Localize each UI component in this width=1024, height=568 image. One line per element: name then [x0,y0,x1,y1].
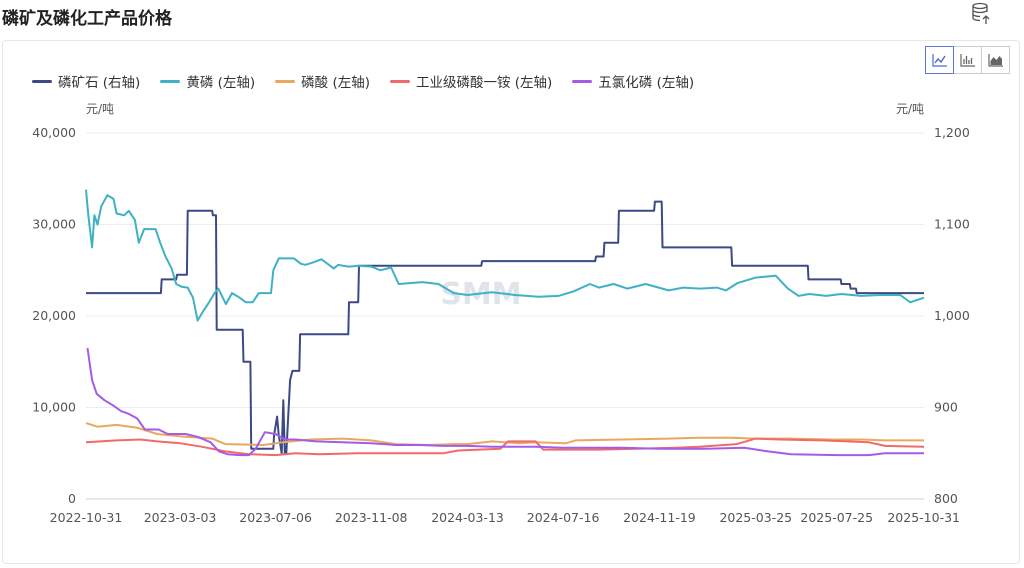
y-right-tick-label: 1,200 [934,125,970,140]
line-chart-icon [931,54,947,67]
y-left-unit: 元/吨 [86,102,114,116]
series-line [85,437,925,457]
legend-label: 磷酸 (左轴) [301,75,370,91]
legend-swatch [572,79,593,83]
legend-label: 工业级磷酸一铵 (左轴) [415,75,553,91]
x-tick-label: 2024-03-13 [431,510,504,525]
x-tick-label: 2024-07-16 [527,510,600,525]
legend-swatch [32,79,52,83]
legend-label: 五氯化磷 (左轴) [598,75,695,91]
x-tick-label: 2024-11-19 [623,510,696,525]
legend-label: 磷矿石 (右轴) [58,75,141,91]
y-left-tick-label: 30,000 [32,217,76,232]
legend-swatch [275,79,296,83]
legend-swatch [160,79,181,83]
series-line [86,200,924,455]
y-left-tick-label: 0 [68,491,76,506]
legend-item[interactable]: 磷酸 (左轴) [275,71,370,91]
x-tick-label: 2025-03-25 [719,510,792,525]
y-right-tick-label: 900 [934,400,958,415]
chart-legend: 磷矿石 (右轴) 黄磷 (左轴) 磷酸 (左轴) 工业级磷酸一铵 (左轴) 五氯化磷 (… [32,71,714,91]
chart-type-switcher [925,46,1010,74]
line-chart-button[interactable] [925,46,954,74]
x-tick-label: 2025-07-25 [800,510,873,525]
x-tick-label: 2023-11-08 [335,510,408,525]
y-right-tick-label: 800 [934,491,958,506]
area-chart-icon [987,54,1003,67]
y-left-tick-label: 10,000 [32,400,76,415]
x-tick-label: 2022-10-31 [50,510,123,525]
y-right-tick-label: 1,000 [934,308,970,323]
y-left-tick-label: 40,000 [32,125,76,140]
legend-item[interactable]: 工业级磷酸一铵 (左轴) [389,71,553,91]
series-line [86,347,924,457]
x-tick-label: 2023-07-06 [239,510,312,525]
series-line [85,422,924,446]
bar-chart-icon [959,54,975,67]
y-right-tick-label: 1,100 [934,217,970,232]
x-tick-label: 2025-10-31 [887,510,960,525]
database-export-icon[interactable] [970,2,992,26]
legend-swatch [389,79,410,83]
legend-item[interactable]: 磷矿石 (右轴) [32,71,140,91]
chart-panel [2,40,1020,564]
y-right-unit: 元/吨 [896,102,924,116]
legend-item[interactable]: 五氯化磷 (左轴) [572,71,694,91]
y-left-tick-label: 20,000 [32,308,76,323]
legend-item[interactable]: 黄磷 (左轴) [160,71,255,91]
legend-label: 黄磷 (左轴) [186,75,256,91]
x-tick-label: 2023-03-03 [144,510,217,525]
series-line [85,189,925,322]
page-title: 磷矿及磷化工产品价格 [2,9,172,29]
area-chart-button[interactable] [981,46,1010,74]
